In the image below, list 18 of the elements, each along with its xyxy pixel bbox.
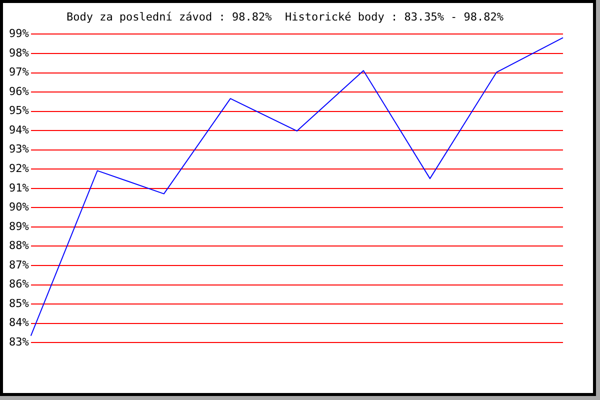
y-tick-label: 94% xyxy=(8,123,30,136)
y-tick-label: 98% xyxy=(8,46,30,60)
y-tick-label: 99% xyxy=(8,27,30,40)
y-tick-label: 92% xyxy=(8,162,30,175)
y-tick-label: 85% xyxy=(8,296,30,310)
y-tick-label: 83% xyxy=(8,335,30,348)
y-tick-label: 86% xyxy=(8,278,30,291)
y-tick-label: 97% xyxy=(8,66,30,79)
y-tick-label: 84% xyxy=(8,316,30,330)
y-tick-label: 87% xyxy=(8,258,30,272)
y-tick-label: 96% xyxy=(8,84,30,98)
y-tick-label: 89% xyxy=(8,220,30,233)
chart-title: Body za poslední závod : 98.82% Historické body : 83.35% - 98.82% xyxy=(66,10,504,24)
y-tick-label: 88% xyxy=(8,239,30,252)
y-tick-label: 91% xyxy=(8,181,30,194)
y-tick-label: 93% xyxy=(8,142,30,156)
y-tick-label: 95% xyxy=(8,104,30,118)
y-tick-label: 90% xyxy=(8,200,30,214)
